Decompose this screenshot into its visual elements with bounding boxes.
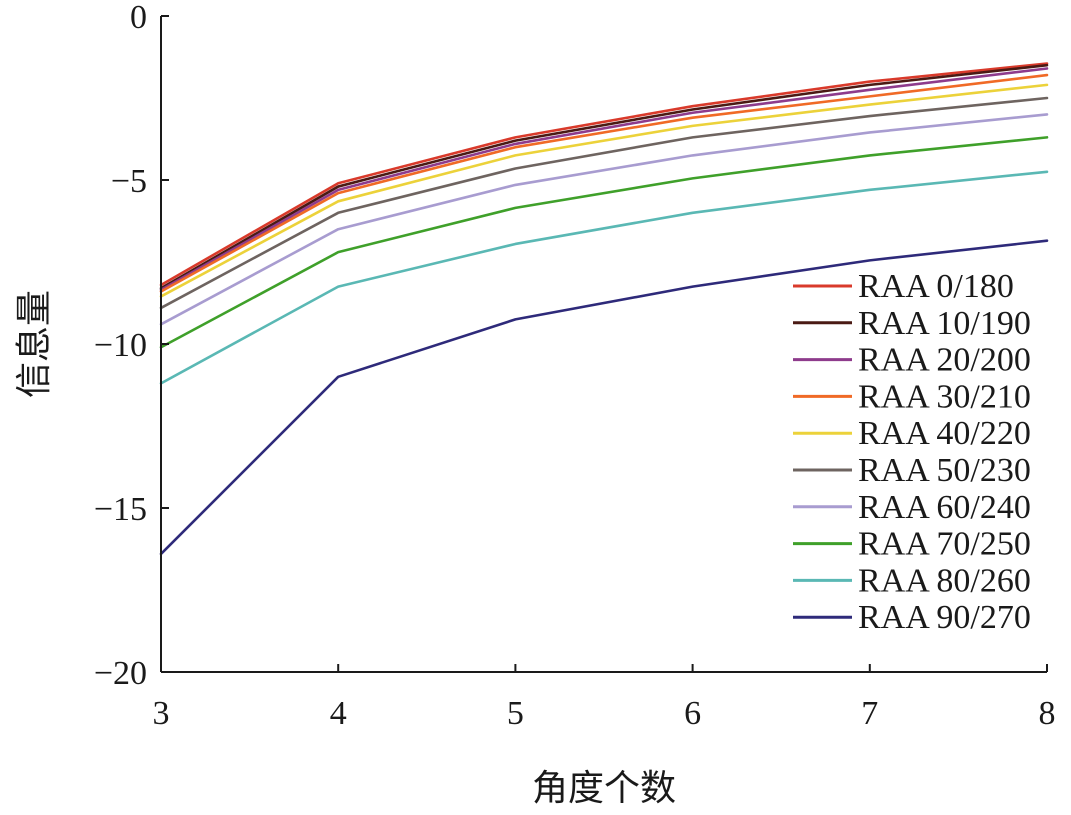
legend-label: RAA 90/270 xyxy=(858,599,1031,636)
legend-label: RAA 70/250 xyxy=(858,526,1031,563)
legend-label: RAA 10/190 xyxy=(858,305,1031,342)
x-tick-label: 3 xyxy=(153,695,170,732)
y-tick-label: 0 xyxy=(130,0,147,36)
series-line xyxy=(159,83,1049,298)
y-tick-label: −20 xyxy=(94,655,147,692)
series-line xyxy=(159,136,1049,349)
legend-label: RAA 40/220 xyxy=(858,415,1031,452)
series-line xyxy=(159,63,1049,290)
series-line xyxy=(159,73,1049,293)
legend-label: RAA 50/230 xyxy=(858,452,1031,489)
series-line xyxy=(159,96,1049,310)
x-tick-label: 7 xyxy=(861,695,878,732)
legend-label: RAA 80/260 xyxy=(858,562,1031,599)
x-tick-label: 6 xyxy=(684,695,701,732)
y-tick-label: −10 xyxy=(94,327,147,364)
series-line xyxy=(159,67,1049,292)
y-tick-label: −5 xyxy=(111,163,147,200)
ticks-layer: 0 −5 −10 −15 −203 4 5 6 7 8 xyxy=(94,0,1056,732)
legend-label: RAA 20/200 xyxy=(858,342,1031,379)
series-line xyxy=(159,239,1049,556)
x-tick-label: 4 xyxy=(330,695,347,732)
x-axis-title: 角度个数 xyxy=(532,768,676,809)
series-line xyxy=(159,62,1049,287)
y-axis-title: 信息量 xyxy=(14,290,55,398)
series-line xyxy=(159,113,1049,326)
x-tick-label: 5 xyxy=(507,695,524,732)
x-tick-label: 8 xyxy=(1039,695,1056,732)
series-line xyxy=(159,170,1049,385)
legend-label: RAA 0/180 xyxy=(858,268,1014,305)
y-tick-label: −15 xyxy=(94,491,147,528)
series-layer xyxy=(159,62,1049,556)
legend-label: RAA 60/240 xyxy=(858,489,1031,526)
legend-label: RAA 30/210 xyxy=(858,378,1031,415)
